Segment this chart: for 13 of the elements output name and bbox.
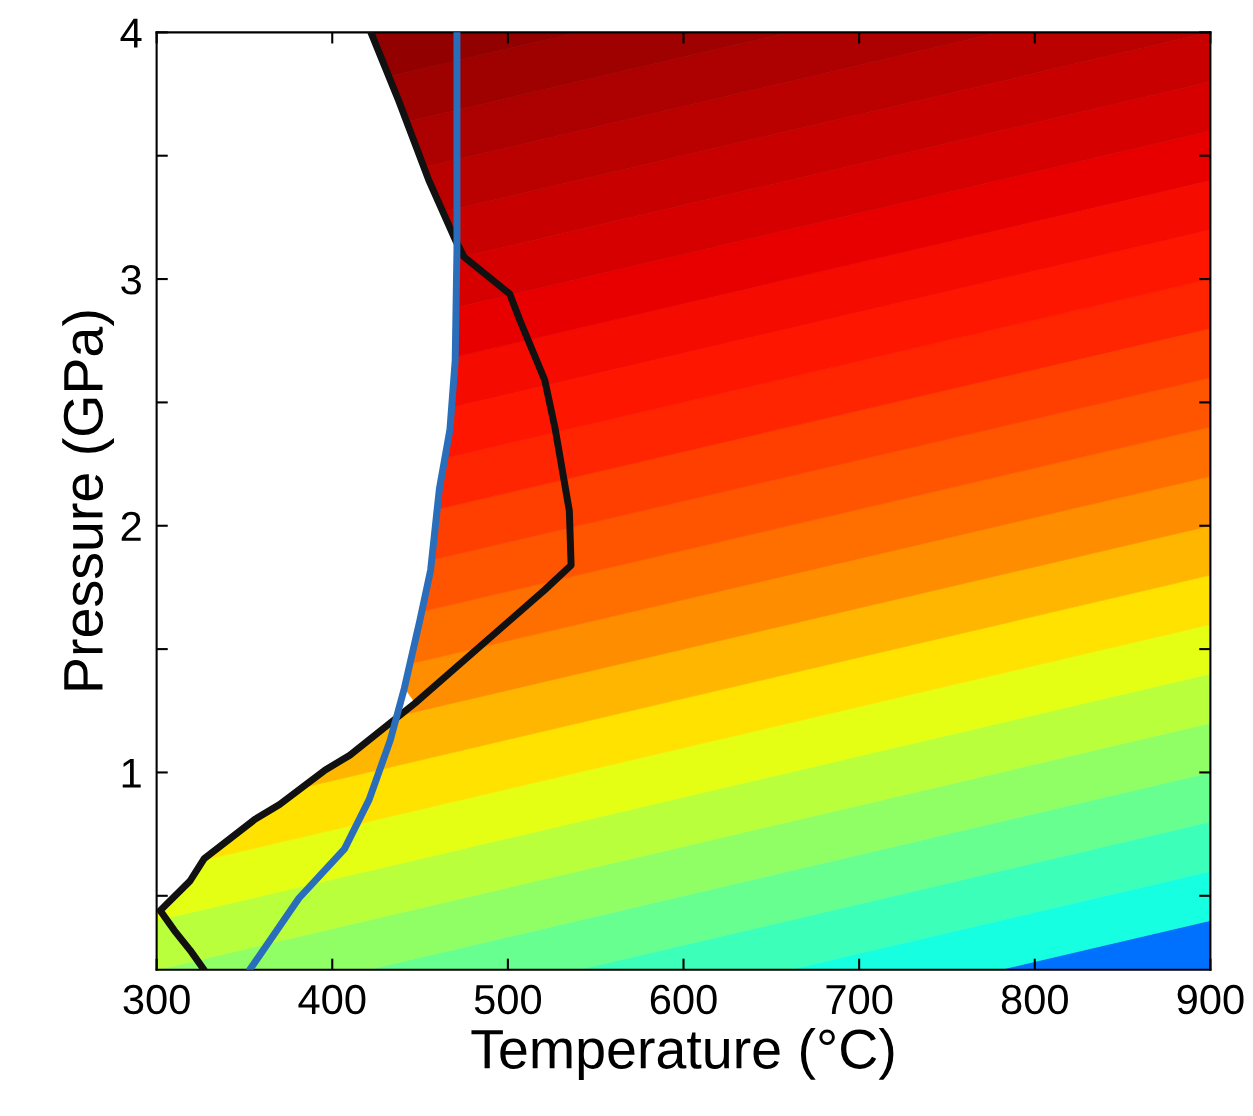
y-tick-label: 3: [121, 265, 141, 295]
y-axis-title: Pressure (GPa): [62, 311, 114, 690]
x-axis-title: Temperature (°C): [471, 1028, 894, 1080]
x-tick-label: 600: [650, 984, 717, 1015]
x-tick-label: 300: [123, 984, 190, 1015]
x-tick-label: 400: [298, 984, 366, 1015]
x-tick-label: 500: [474, 984, 542, 1015]
y-tick-label: 4: [120, 18, 142, 48]
x-tick-label: 800: [1001, 984, 1068, 1015]
x-tick-label: 900: [1177, 984, 1244, 1015]
y-tick-label: 1: [122, 758, 141, 788]
x-tick-label: 700: [826, 984, 893, 1015]
y-tick-label: 2: [121, 511, 141, 541]
